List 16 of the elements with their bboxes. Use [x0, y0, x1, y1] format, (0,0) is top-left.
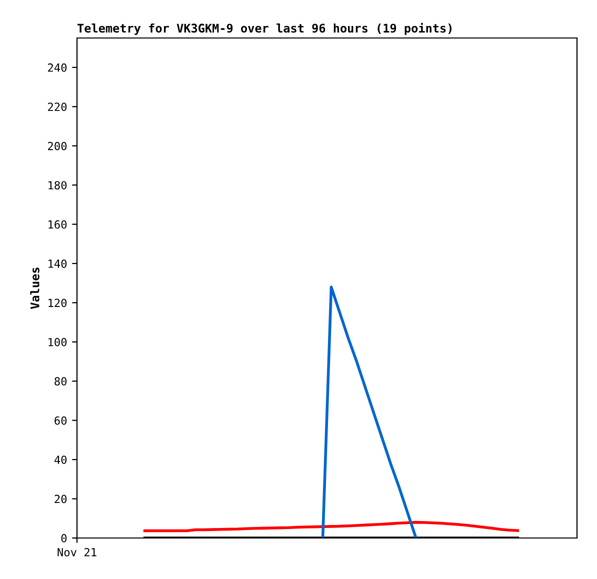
y-tick-label: 60: [54, 416, 67, 425]
y-tick-label: 200: [48, 142, 67, 150]
y-tick-label: 220: [48, 102, 67, 112]
y-tick-label: 40: [54, 456, 67, 464]
y-tick-label: 20: [54, 494, 67, 504]
y-axis-title: Values: [30, 268, 40, 309]
y-tick-label: 100: [48, 338, 67, 346]
y-tick-label: 160: [48, 220, 67, 229]
y-tick-label: 140: [48, 259, 67, 268]
y-tick-label: 180: [48, 181, 67, 190]
y-tick-label: 80: [54, 377, 67, 386]
chart-title: Telemetry for VK3GKM-9 over last 96 hours (19 points): [78, 22, 452, 35]
y-tick-label: 120: [48, 298, 67, 308]
y-tick-label: 0: [61, 534, 67, 542]
x-tick-label: Nov 21: [58, 548, 96, 556]
y-tick-label: 240: [48, 63, 67, 72]
